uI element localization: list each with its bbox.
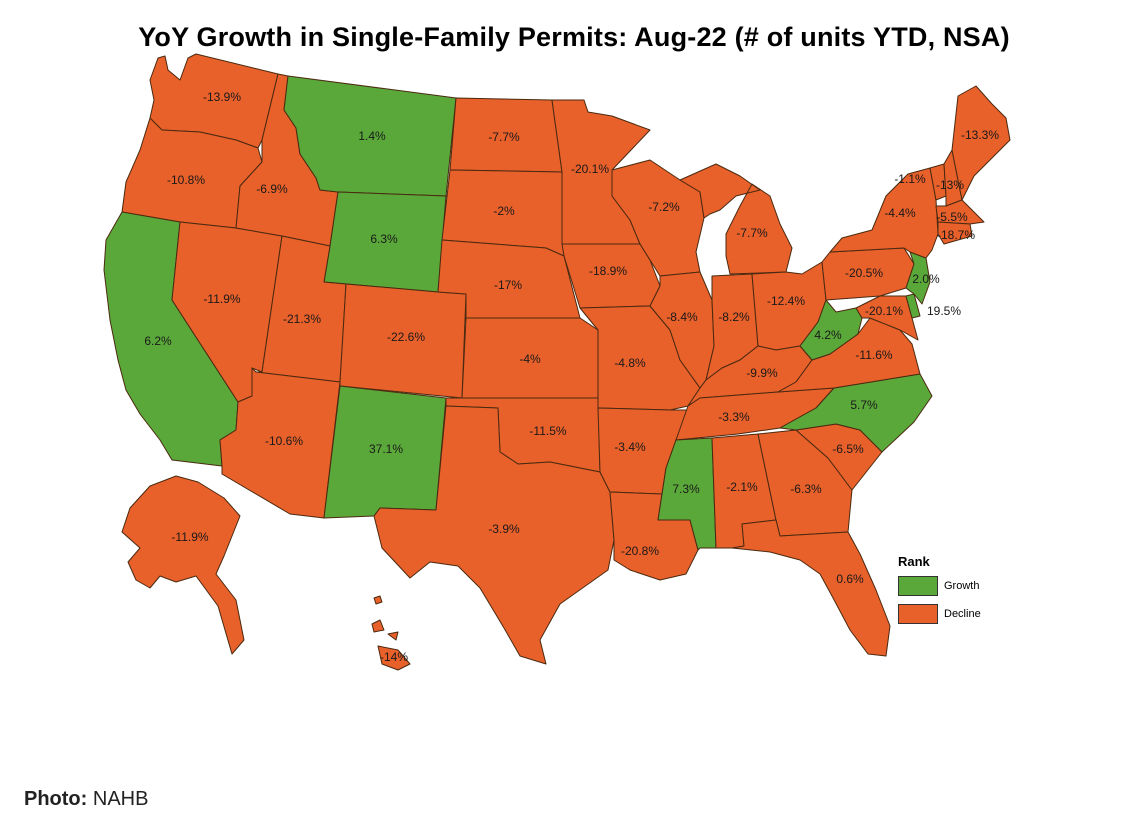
state-label-AZ: -10.6% <box>265 434 303 448</box>
legend-label-growth: Growth <box>944 580 980 592</box>
legend-swatch-decline <box>898 604 938 624</box>
state-label-IA: -18.9% <box>589 264 627 278</box>
state-label-OH: -12.4% <box>767 294 805 308</box>
state-label-NY: -4.4% <box>884 206 916 220</box>
state-label-IL: -8.4% <box>666 310 698 324</box>
state-label-OK: -11.5% <box>529 424 566 438</box>
state-label-NJ: 2.0% <box>912 272 940 286</box>
state-HI <box>371 595 411 671</box>
state-label-WV: 4.2% <box>814 328 842 342</box>
state-label-GA: -6.3% <box>790 482 822 496</box>
state-label-WI: -7.2% <box>648 200 680 214</box>
state-label-MO: -4.8% <box>614 356 646 370</box>
state-NJ <box>905 251 931 305</box>
state-label-CA: 6.2% <box>144 334 172 348</box>
photo-credit-prefix: Photo: <box>24 788 88 810</box>
state-label-SD: -2% <box>493 204 515 218</box>
state-label-TX: -3.9% <box>488 522 520 536</box>
state-label-FL: 0.6% <box>836 572 864 586</box>
state-MD <box>855 295 919 341</box>
state-label-NH: -13% <box>936 178 964 192</box>
state-label-TN: -3.3% <box>718 410 750 424</box>
state-label-VT: -1.1% <box>894 172 926 186</box>
state-FL <box>731 519 891 657</box>
state-label-KS: -4% <box>519 352 541 366</box>
state-label-UT: -21.3% <box>283 312 321 326</box>
state-label-ID: -6.9% <box>256 182 288 196</box>
state-label-AR: -3.4% <box>614 440 646 454</box>
state-label-WA: -13.9% <box>203 90 241 104</box>
state-label-CT: -18.7% <box>937 228 975 242</box>
state-label-LA: -20.8% <box>621 544 659 558</box>
state-CT <box>937 221 973 245</box>
legend-swatch-growth <box>898 576 938 596</box>
state-WA <box>149 53 279 149</box>
state-label-ND: -7.7% <box>488 130 520 144</box>
state-AK <box>121 475 245 655</box>
state-MT <box>283 75 457 197</box>
state-MI <box>679 163 793 275</box>
state-label-NE: -17% <box>494 278 522 292</box>
state-label-KY: -9.9% <box>746 366 778 380</box>
state-label-HI: -14% <box>380 650 408 664</box>
state-DE <box>905 293 921 319</box>
photo-credit-source: NAHB <box>92 788 149 810</box>
state-label-PA: -20.5% <box>845 266 883 280</box>
state-label-MA: -5.5% <box>936 210 968 224</box>
state-label-AL: -2.1% <box>726 480 758 494</box>
state-NC <box>779 373 933 453</box>
state-label-WY: 6.3% <box>370 232 398 246</box>
state-label-SC: -6.5% <box>832 442 864 456</box>
state-label-DE: 19.5% <box>927 304 961 318</box>
state-label-MT: 1.4% <box>358 129 386 143</box>
state-label-MD: -20.1% <box>865 304 903 318</box>
legend-item-growth: Growth <box>898 576 979 596</box>
state-ME <box>951 85 1011 201</box>
map-title: YoY Growth in Single-Family Permits: Aug… <box>138 22 1010 52</box>
state-label-AK: -11.9% <box>171 530 208 544</box>
state-TX <box>373 405 615 665</box>
state-label-VA: -11.6% <box>855 348 892 362</box>
state-label-MS: 7.3% <box>672 482 700 496</box>
state-label-ME: -13.3% <box>961 128 999 142</box>
state-label-MI: -7.7% <box>736 226 768 240</box>
state-label-OR: -10.8% <box>167 173 205 187</box>
state-label-MN: -20.1% <box>571 162 609 176</box>
legend-item-decline: Decline <box>898 604 981 624</box>
state-label-IN: -8.2% <box>718 310 750 324</box>
state-label-NV: -11.9% <box>203 292 240 306</box>
state-label-CO: -22.6% <box>387 330 425 344</box>
photo-credit: Photo: NAHB <box>24 788 148 811</box>
state-label-NC: 5.7% <box>850 398 878 412</box>
legend-title: Rank <box>898 554 930 569</box>
legend-label-decline: Decline <box>944 608 981 620</box>
us-choropleth-map: -13.9% -10.8% 6.2% -11.9% -6.9% 1.4% 6.3% -21.3… <box>103 53 1011 671</box>
state-label-NM: 37.1% <box>369 442 403 456</box>
